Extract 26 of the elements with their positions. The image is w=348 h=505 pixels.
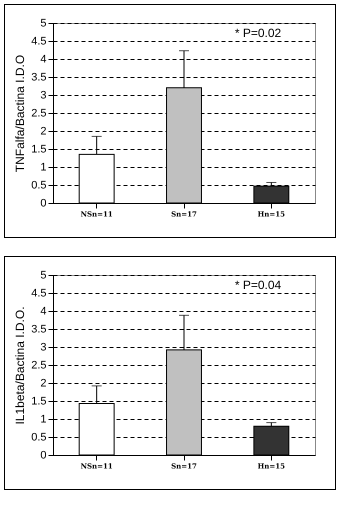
- y-tick-label: 3: [40, 342, 46, 354]
- y-tick-label: 5: [40, 18, 46, 30]
- y-tick-label: 3.5: [31, 72, 46, 84]
- y-tick-label: 0: [40, 450, 46, 462]
- y-tick-label: 1.5: [31, 144, 46, 156]
- y-axis-title: TNFalfa/Bactina I.D.O: [13, 54, 28, 172]
- y-axis-title: IL1beta/Bactina I.D.O.: [13, 306, 28, 425]
- y-tick-label: 3: [40, 90, 46, 102]
- y-tick-label: 2.5: [31, 108, 46, 120]
- y-tick-label: 1: [40, 162, 46, 174]
- y-tick-label: 4.5: [31, 36, 46, 48]
- y-tick-label: 0: [40, 198, 46, 210]
- y-tick-label: 3.5: [31, 324, 46, 336]
- y-tick-label: 5: [40, 270, 46, 282]
- y-tick-label: 4: [40, 306, 46, 318]
- y-tick-label: 1: [40, 414, 46, 426]
- y-tick-label: 2.5: [31, 360, 46, 372]
- annotation: * P=0.02: [234, 26, 282, 40]
- y-tick-label: 1.5: [31, 396, 46, 408]
- y-tick-label: 0.5: [31, 180, 46, 192]
- y-tick-label: 4: [40, 54, 46, 66]
- y-tick-label: 2: [40, 126, 46, 138]
- y-tick-label: 0.5: [31, 432, 46, 444]
- y-tick-label: 4.5: [31, 288, 46, 300]
- y-tick-label: 2: [40, 378, 46, 390]
- annotation: * P=0.04: [234, 278, 282, 292]
